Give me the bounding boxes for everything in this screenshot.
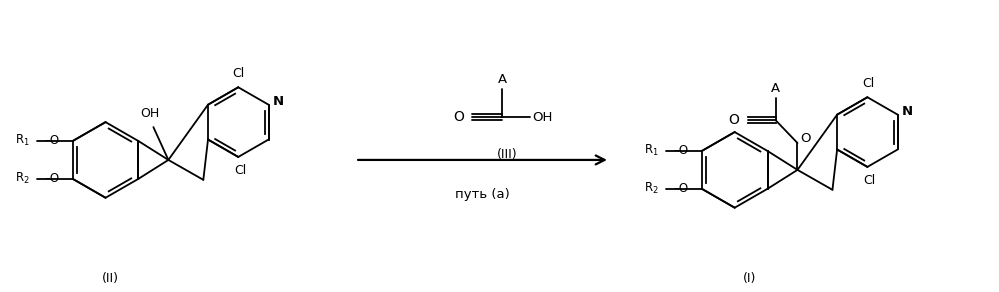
Text: N: N [273,95,284,108]
Text: –O: –O [45,172,60,185]
Text: N: N [902,105,913,118]
Text: (II): (II) [102,272,119,285]
Text: Cl: Cl [863,174,875,187]
Text: R$_1$: R$_1$ [15,133,30,148]
Text: R$_2$: R$_2$ [644,181,659,196]
Text: –O: –O [674,144,689,157]
Text: O: O [454,110,465,124]
Text: A: A [498,73,506,86]
Text: A: A [771,82,780,95]
Text: Cl: Cl [232,67,245,80]
Text: OH: OH [140,107,159,120]
Text: –O: –O [45,134,60,147]
Text: R$_2$: R$_2$ [15,171,30,186]
Text: путь (a): путь (a) [456,188,509,201]
Text: Cl: Cl [234,164,247,177]
Text: Cl: Cl [862,77,874,90]
Text: OH: OH [531,111,552,124]
Text: –O: –O [674,182,689,195]
Text: O: O [800,131,811,145]
Text: O: O [728,113,739,127]
Text: (III): (III) [497,148,517,161]
Text: R$_1$: R$_1$ [644,143,659,158]
Text: (I): (I) [743,272,756,285]
